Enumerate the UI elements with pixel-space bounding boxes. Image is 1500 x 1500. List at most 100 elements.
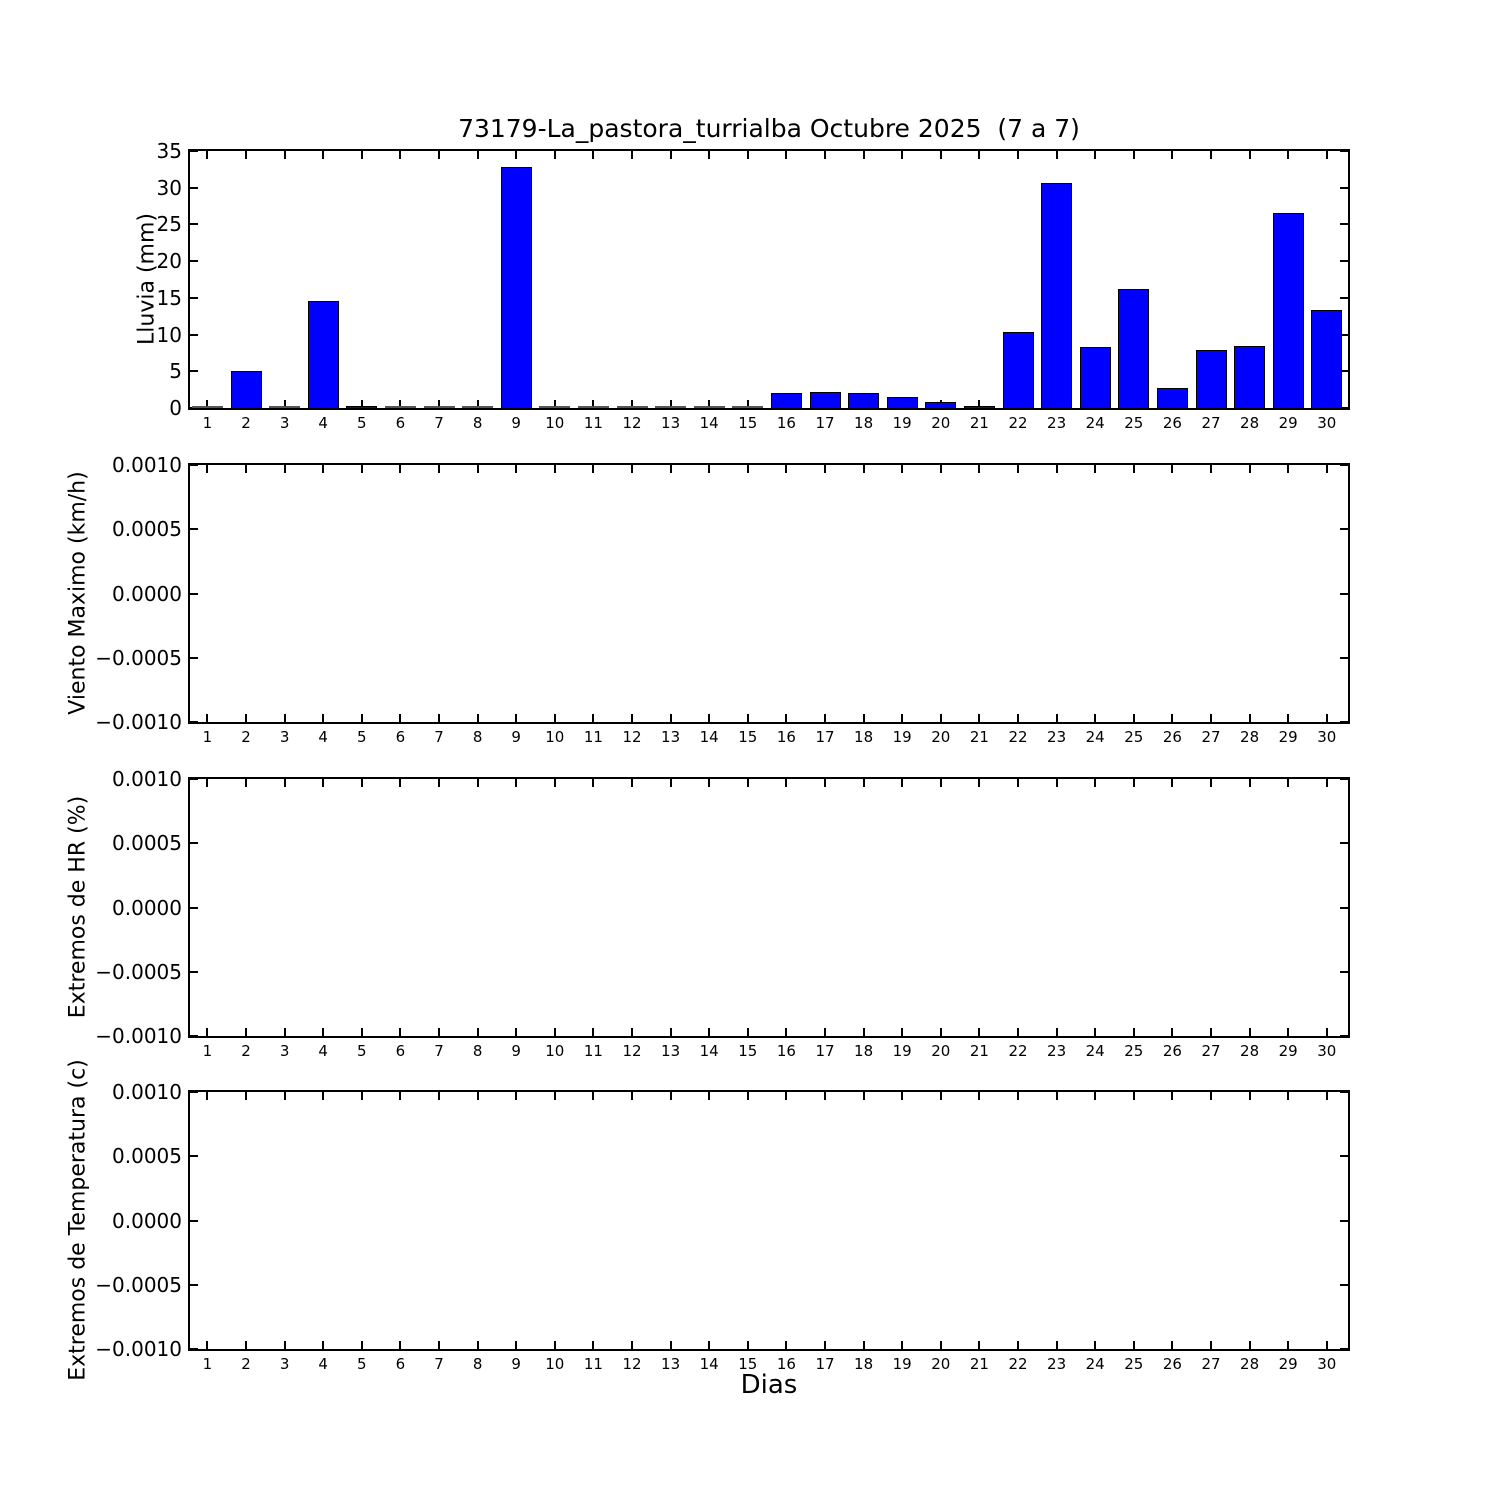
x-tick <box>283 151 286 159</box>
x-tick-label: 22 <box>1008 728 1028 746</box>
x-tick <box>669 1092 672 1100</box>
x-tick-label: 3 <box>279 1042 290 1060</box>
x-tick <box>283 779 286 787</box>
y-tick <box>1340 528 1348 531</box>
x-tick <box>476 714 479 722</box>
y-tick <box>1340 970 1348 973</box>
y-tick-label: −0.0005 <box>95 1272 182 1297</box>
x-tick <box>360 1341 363 1349</box>
x-tick-label: 13 <box>661 414 681 432</box>
x-tick-label: 17 <box>815 1355 835 1373</box>
x-tick <box>553 1341 556 1349</box>
x-tick <box>746 465 749 473</box>
x-tick-label: 1 <box>202 1355 213 1373</box>
y-tick <box>190 1348 198 1350</box>
x-tick <box>1055 151 1058 159</box>
x-tick-label: 14 <box>699 728 719 746</box>
x-tick <box>1171 465 1174 473</box>
x-tick <box>283 714 286 722</box>
x-tick <box>1017 714 1019 722</box>
x-tick <box>631 151 633 159</box>
y-tick <box>190 1219 198 1222</box>
x-tick-label: 10 <box>545 728 565 746</box>
x-tick <box>1248 465 1251 473</box>
x-axis-label: Dias <box>740 1370 798 1400</box>
x-tick-label: 6 <box>395 1355 406 1373</box>
x-tick <box>862 1341 865 1349</box>
x-tick <box>1055 465 1058 473</box>
x-tick-label: 6 <box>395 728 406 746</box>
x-tick <box>1325 1092 1328 1100</box>
x-tick <box>245 1341 247 1349</box>
x-tick <box>553 1092 556 1100</box>
x-tick <box>206 779 209 787</box>
y-tick-label: 30 <box>156 175 182 200</box>
x-tick <box>1210 1341 1212 1349</box>
x-tick <box>1055 714 1058 722</box>
x-tick <box>322 1092 325 1100</box>
x-tick <box>746 400 749 408</box>
x-tick-label: 5 <box>357 728 367 746</box>
x-tick <box>1210 779 1212 787</box>
y-tick <box>190 464 198 466</box>
x-tick <box>1287 465 1290 473</box>
x-tick <box>1325 1341 1328 1349</box>
x-tick-label: 26 <box>1162 1355 1182 1373</box>
x-tick <box>206 465 209 473</box>
x-tick <box>1132 465 1135 473</box>
x-tick-label: 16 <box>776 1355 796 1373</box>
x-tick <box>438 779 440 787</box>
bar-day-28 <box>1234 346 1266 408</box>
x-tick <box>978 151 981 159</box>
x-tick-label: 25 <box>1124 414 1144 432</box>
x-tick-label: 17 <box>815 414 835 432</box>
x-tick <box>1017 1028 1019 1036</box>
y-tick <box>190 970 198 973</box>
x-tick-label: 21 <box>969 1042 989 1060</box>
x-tick <box>1055 1341 1058 1349</box>
y-tick <box>1340 296 1348 299</box>
y-tick <box>1340 407 1348 409</box>
y-tick <box>1340 1035 1348 1037</box>
x-tick <box>553 1028 556 1036</box>
x-tick-label: 2 <box>241 728 251 746</box>
y-tick <box>190 223 198 226</box>
x-tick <box>824 714 826 722</box>
subplot-extremos-temperatura: 1 2 3 4 5 6 7 8 9 10 11 12 13 14 15 16 17 18 19 20 21 22 23 24 2… <box>95 1080 1350 1373</box>
y-tick <box>1340 842 1348 845</box>
bar-day-24 <box>1079 347 1111 408</box>
y-tick <box>1340 333 1348 336</box>
x-tick <box>901 714 904 722</box>
x-tick-label: 1 <box>202 728 213 746</box>
y-tick <box>190 906 198 909</box>
x-tick <box>553 465 556 473</box>
x-tick <box>708 1028 711 1036</box>
x-tick-label: 18 <box>854 728 874 746</box>
x-tick-label: 19 <box>892 1042 912 1060</box>
x-tick <box>1287 1341 1290 1349</box>
x-tick <box>1132 1341 1135 1349</box>
x-tick-label: 1 <box>202 414 213 432</box>
x-tick <box>438 1028 440 1036</box>
bar-day-16 <box>770 393 802 408</box>
x-tick-label: 2 <box>241 1042 251 1060</box>
x-tick <box>322 151 325 159</box>
y-tick-label: 35 <box>156 139 182 163</box>
x-tick <box>1171 151 1174 159</box>
x-tick <box>1017 1341 1019 1349</box>
x-tick-label: 8 <box>472 1042 483 1060</box>
x-tick-label: 30 <box>1317 1042 1337 1060</box>
x-tick <box>785 151 788 159</box>
x-tick <box>360 1092 363 1100</box>
bar-day-4 <box>307 301 339 408</box>
x-tick-label: 24 <box>1085 1042 1105 1060</box>
y-tick <box>190 1091 198 1093</box>
x-tick-label: 14 <box>699 1355 719 1373</box>
x-tick-label: 6 <box>395 1042 406 1060</box>
x-tick-label: 4 <box>318 1042 328 1060</box>
x-tick <box>206 1341 209 1349</box>
x-tick <box>631 1092 633 1100</box>
x-tick <box>245 1028 247 1036</box>
x-tick <box>245 151 247 159</box>
